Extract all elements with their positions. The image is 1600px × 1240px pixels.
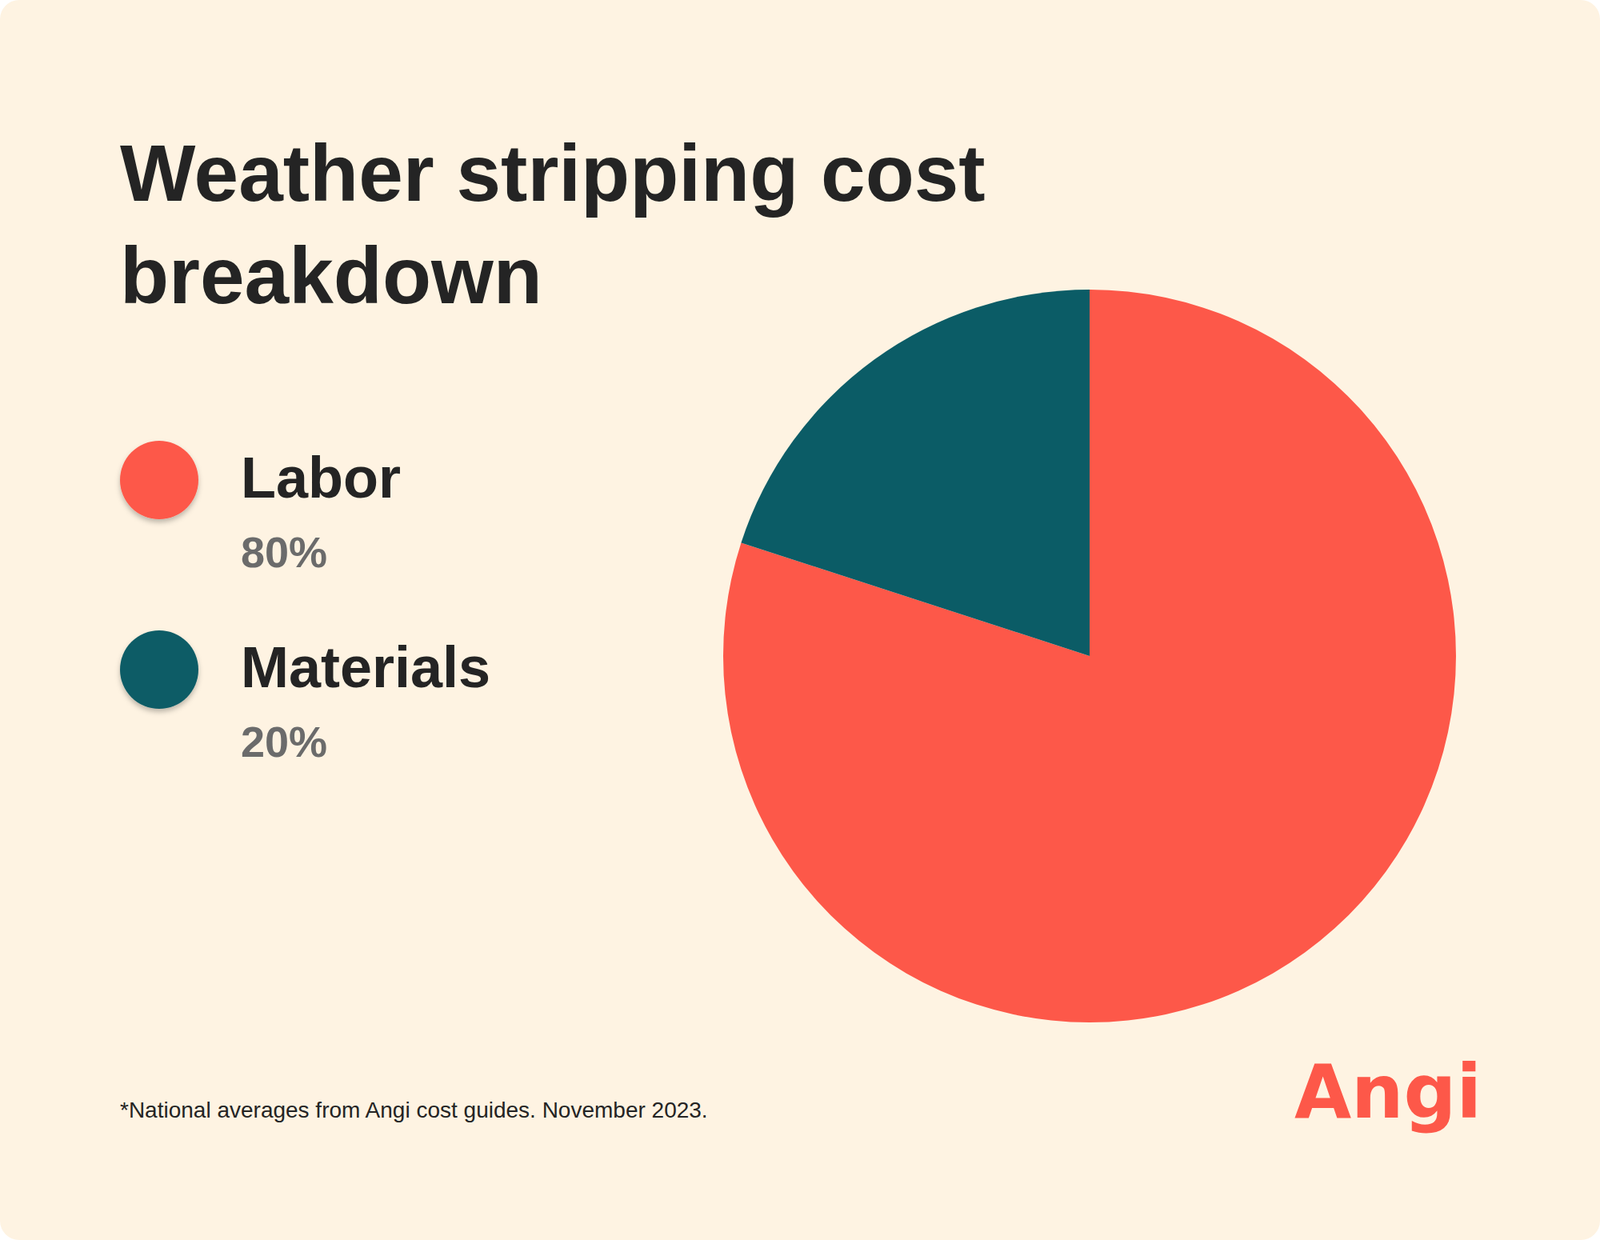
- legend-swatch: [120, 440, 199, 520]
- legend-value: 20%: [240, 717, 328, 766]
- footnote: *National averages from Angi cost guides…: [120, 1097, 708, 1123]
- logo: Angi: [1294, 1049, 1482, 1136]
- legend-swatch: [120, 630, 199, 709]
- legend: Labor 80% Materials 20%: [120, 440, 491, 766]
- title: Weather stripping cost breakdown: [120, 128, 986, 320]
- legend-label: Materials: [240, 635, 491, 700]
- title-line: breakdown: [120, 230, 543, 320]
- legend-value: 80%: [240, 528, 328, 576]
- background: [0, 0, 1600, 1240]
- chart: Weather stripping cost breakdown Labor 80% M…: [0, 0, 1600, 1240]
- pie: [723, 289, 1456, 1023]
- title-line: Weather stripping cost: [120, 128, 986, 218]
- pie-slice: [723, 289, 1456, 1023]
- pie-slice: [740, 289, 1090, 656]
- legend-label: Labor: [240, 445, 401, 510]
